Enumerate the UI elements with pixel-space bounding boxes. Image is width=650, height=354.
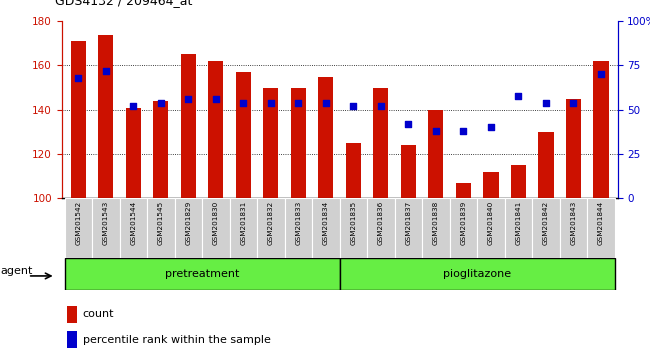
FancyBboxPatch shape [339,198,367,258]
Point [183,96,194,102]
Text: count: count [83,309,114,319]
FancyBboxPatch shape [312,198,339,258]
Bar [181,55,196,198]
Text: GSM201834: GSM201834 [323,201,329,245]
Text: GDS4132 / 209464_at: GDS4132 / 209464_at [55,0,192,7]
Point [266,100,276,105]
Text: GSM201840: GSM201840 [488,201,494,245]
Point [568,100,578,105]
Bar [428,110,443,198]
Text: GSM201543: GSM201543 [103,201,109,245]
Bar [401,145,416,198]
Point [541,100,551,105]
Point [348,103,359,109]
Bar [68,331,77,348]
Text: GSM201833: GSM201833 [295,201,302,245]
Bar [236,72,251,198]
Point [486,125,496,130]
Bar [291,88,306,198]
Point [211,96,221,102]
FancyBboxPatch shape [504,198,532,258]
FancyBboxPatch shape [339,258,615,290]
Bar [208,61,224,198]
Point [320,100,331,105]
FancyBboxPatch shape [64,258,339,290]
Bar [263,88,278,198]
Point [376,103,386,109]
FancyBboxPatch shape [422,198,450,258]
Text: GSM201831: GSM201831 [240,201,246,245]
Point [101,68,111,74]
Text: GSM201829: GSM201829 [185,201,191,245]
FancyBboxPatch shape [395,198,422,258]
Text: GSM201841: GSM201841 [515,201,521,245]
FancyBboxPatch shape [532,198,560,258]
Point [128,103,138,109]
Point [293,100,304,105]
Bar [98,34,113,198]
Text: GSM201836: GSM201836 [378,201,384,245]
Text: GSM201545: GSM201545 [158,201,164,245]
Bar [373,88,389,198]
Bar [593,61,608,198]
Point [238,100,248,105]
Text: GSM201835: GSM201835 [350,201,356,245]
Point [514,93,524,98]
Bar [484,172,499,198]
FancyBboxPatch shape [285,198,312,258]
FancyBboxPatch shape [587,198,615,258]
Bar [566,99,581,198]
Point [403,121,413,127]
Bar [511,165,526,198]
Text: percentile rank within the sample: percentile rank within the sample [83,335,271,344]
Bar [153,101,168,198]
FancyBboxPatch shape [367,198,395,258]
Bar [318,76,333,198]
FancyBboxPatch shape [257,198,285,258]
Text: GSM201542: GSM201542 [75,201,81,245]
Text: agent: agent [0,266,32,276]
FancyBboxPatch shape [120,198,147,258]
Bar [346,143,361,198]
Point [431,128,441,134]
FancyBboxPatch shape [560,198,587,258]
Text: GSM201832: GSM201832 [268,201,274,245]
Text: pretreatment: pretreatment [165,269,239,279]
FancyBboxPatch shape [64,198,92,258]
FancyBboxPatch shape [477,198,504,258]
Text: GSM201842: GSM201842 [543,201,549,245]
Text: GSM201843: GSM201843 [571,201,577,245]
Text: GSM201838: GSM201838 [433,201,439,245]
FancyBboxPatch shape [92,198,120,258]
FancyBboxPatch shape [175,198,202,258]
Bar [538,132,554,198]
Bar [71,41,86,198]
Point [73,75,83,81]
FancyBboxPatch shape [202,198,229,258]
Bar [456,183,471,198]
Bar [125,108,141,198]
Text: GSM201844: GSM201844 [598,201,604,245]
Text: GSM201544: GSM201544 [130,201,136,245]
Point [155,100,166,105]
Bar [68,306,77,323]
Text: pioglitazone: pioglitazone [443,269,512,279]
FancyBboxPatch shape [147,198,175,258]
FancyBboxPatch shape [450,198,477,258]
FancyBboxPatch shape [229,198,257,258]
Text: GSM201839: GSM201839 [460,201,467,245]
Text: GSM201830: GSM201830 [213,201,219,245]
Point [596,72,606,77]
Point [458,128,469,134]
Text: GSM201837: GSM201837 [406,201,411,245]
